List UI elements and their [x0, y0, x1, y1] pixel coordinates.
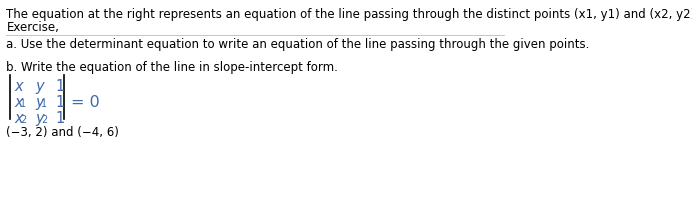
- Text: Exercise,: Exercise,: [6, 21, 60, 34]
- Text: b. Write the equation of the line in slope-intercept form.: b. Write the equation of the line in slo…: [6, 61, 338, 74]
- Text: = 0: = 0: [71, 95, 100, 110]
- Text: 1: 1: [55, 95, 64, 110]
- Text: x: x: [15, 95, 23, 110]
- Text: 1: 1: [41, 99, 47, 109]
- Text: y: y: [35, 95, 44, 110]
- Text: (−3, 2) and (−4, 6): (−3, 2) and (−4, 6): [6, 126, 120, 139]
- Text: y: y: [35, 111, 44, 126]
- Text: y: y: [35, 79, 44, 94]
- Text: 1: 1: [55, 79, 64, 94]
- Text: The equation at the right represents an equation of the line passing through the: The equation at the right represents an …: [6, 8, 692, 21]
- Text: 1: 1: [55, 111, 64, 126]
- Text: 2: 2: [20, 115, 26, 125]
- Text: 1: 1: [20, 99, 26, 109]
- Text: x: x: [15, 79, 23, 94]
- Text: a. Use the determinant equation to write an equation of the line passing through: a. Use the determinant equation to write…: [6, 38, 590, 51]
- Text: x: x: [15, 111, 23, 126]
- Text: 2: 2: [41, 115, 47, 125]
